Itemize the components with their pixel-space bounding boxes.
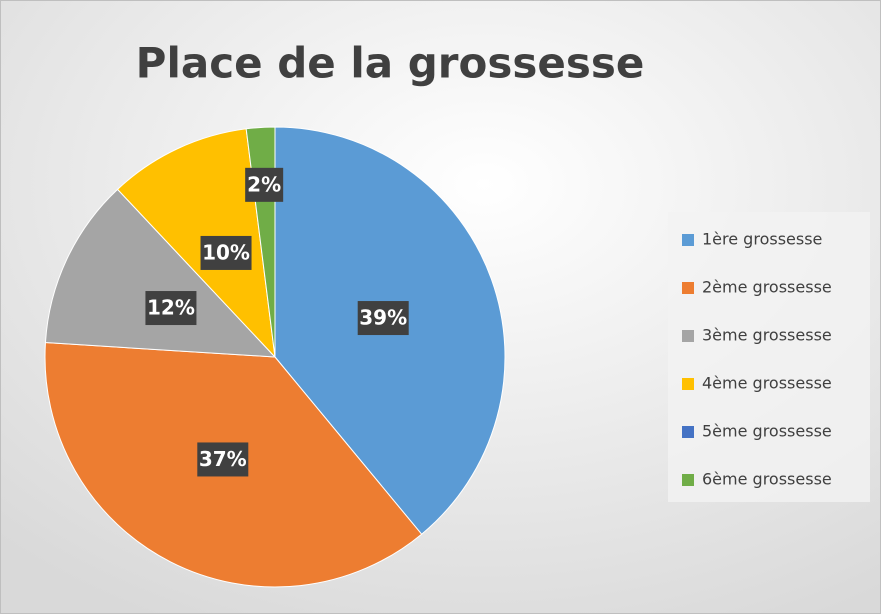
chart-title: Place de la grossesse (136, 39, 645, 88)
data-label-text: 12% (147, 296, 195, 320)
pie-slice (116, 128, 276, 359)
legend-label: 5ème grossesse (702, 422, 832, 441)
data-label: 12% (145, 291, 197, 326)
data-label-text: 37% (199, 447, 247, 471)
pie-slice (44, 188, 277, 358)
data-label: 37% (197, 442, 249, 477)
legend-label: 6ème grossesse (702, 470, 832, 489)
data-label-box (145, 291, 197, 326)
legend-label: 1ère grossesse (702, 230, 822, 249)
legend-box (668, 212, 870, 502)
legend-swatch (682, 474, 694, 486)
legend-swatch (682, 426, 694, 438)
data-label-text: 10% (202, 240, 250, 264)
legend-label: 2ème grossesse (702, 278, 832, 297)
data-label-box (357, 301, 409, 336)
data-label-text: 2% (247, 172, 281, 196)
data-label-box (197, 442, 249, 477)
data-label: 39% (357, 301, 409, 336)
legend-label: 4ème grossesse (702, 374, 832, 393)
legend-swatch (682, 282, 694, 294)
data-label-text: 39% (359, 306, 407, 330)
data-label-box (245, 167, 284, 202)
legend-label: 3ème grossesse (702, 326, 832, 345)
legend-swatch (682, 378, 694, 390)
data-label: 10% (200, 235, 252, 270)
legend-swatch (682, 330, 694, 342)
data-label-box (200, 235, 252, 270)
legend-swatch (682, 234, 694, 246)
data-label: 2% (245, 167, 284, 202)
